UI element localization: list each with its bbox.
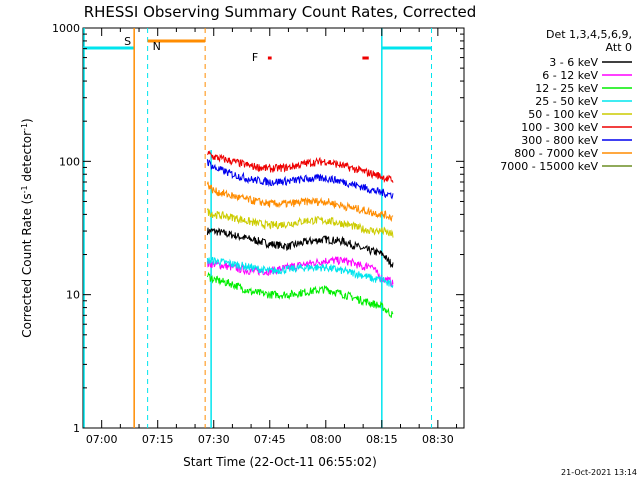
legend-label-7: 800 - 7000 keV <box>514 147 598 160</box>
x-tick-label: 07:15 <box>142 433 174 446</box>
y-tick-label: 100 <box>59 155 80 168</box>
y-tick-label: 10 <box>66 289 80 302</box>
x-tick-label: 07:00 <box>86 433 118 446</box>
x-tick-label: 07:30 <box>198 433 230 446</box>
legend-header-line1: Det 1,3,4,5,6,9, <box>546 28 632 41</box>
legend-label-0: 3 - 6 keV <box>549 56 598 69</box>
plot-frame <box>82 27 465 429</box>
legend-header-line2: Att 0 <box>606 41 632 54</box>
legend-label-5: 100 - 300 keV <box>521 121 598 134</box>
legend-label-2: 12 - 25 keV <box>535 82 598 95</box>
chart-title: RHESSI Observing Summary Count Rates, Co… <box>84 3 477 21</box>
legend-label-8: 7000 - 15000 keV <box>500 160 598 173</box>
y-tick-label: 1000 <box>52 22 80 35</box>
x-axis-label: Start Time (22-Oct-11 06:55:02) <box>183 455 377 469</box>
x-tick-label: 08:00 <box>310 433 342 446</box>
x-tick-label: 08:30 <box>422 433 454 446</box>
x-tick-label: 08:15 <box>366 433 398 446</box>
series-line-0 <box>206 227 394 268</box>
flare-label: F <box>252 51 258 64</box>
legend-label-6: 300 - 800 keV <box>521 134 598 147</box>
legend-label-4: 50 - 100 keV <box>528 108 598 121</box>
series-line-5 <box>206 150 394 184</box>
series-line-1 <box>206 255 394 287</box>
y-axis-label: Corrected Count Rate (s-1 detector-1) <box>20 118 35 337</box>
night-label: N <box>153 40 161 53</box>
y-tick-label: 1 <box>73 422 80 435</box>
legend-label-1: 6 - 12 keV <box>542 69 598 82</box>
series-line-3 <box>206 256 394 289</box>
series-line-2 <box>206 271 394 318</box>
series-line-4 <box>206 208 394 238</box>
series-line-7 <box>206 181 394 223</box>
timestamp: 21-Oct-2021 13:14 <box>561 468 637 477</box>
legend-label-3: 25 - 50 keV <box>535 95 598 108</box>
saa-label: S <box>124 35 131 48</box>
x-tick-label: 07:45 <box>254 433 286 446</box>
series-line-6 <box>206 159 394 200</box>
